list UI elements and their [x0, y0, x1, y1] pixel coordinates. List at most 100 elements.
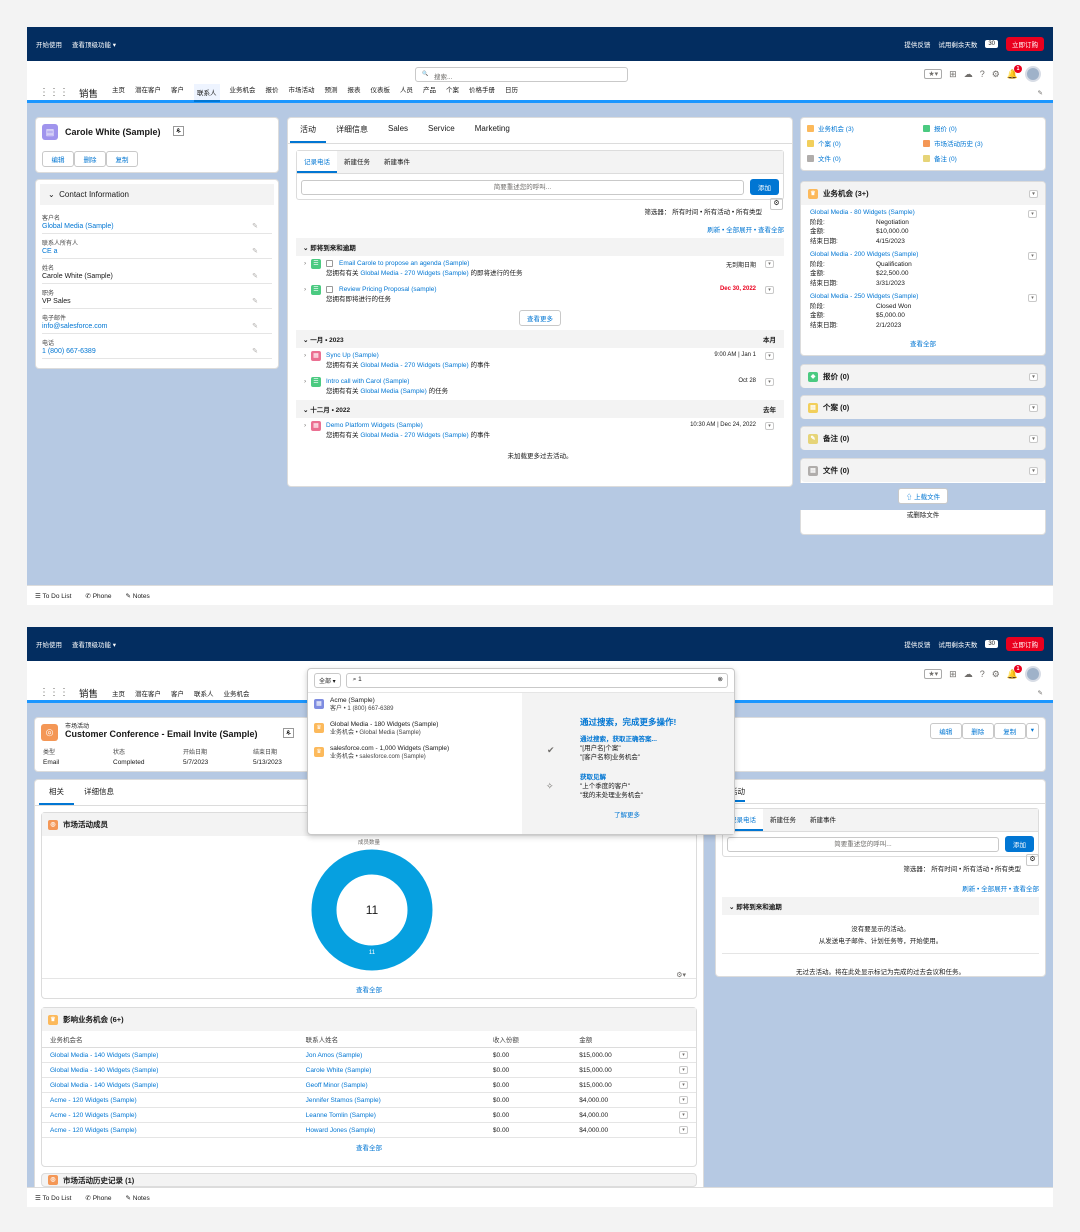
learn-more-link[interactable]: 了解更多: [614, 812, 640, 819]
bell-icon[interactable]: 🔔 1: [1007, 664, 1022, 680]
tab-0[interactable]: 活动: [290, 118, 326, 143]
related-card-menu[interactable]: ▾: [1029, 403, 1038, 412]
chevron-right-icon[interactable]: ›: [304, 378, 307, 385]
cloud-icon[interactable]: ☁: [963, 668, 973, 679]
activity-related-link[interactable]: Global Media (Sample): [360, 388, 427, 395]
activity-item[interactable]: › ☰ 无到期日期 ▾ Email Carole to propose an agend…: [296, 256, 784, 282]
opportunity-menu[interactable]: ▾: [1028, 294, 1037, 302]
table-cell[interactable]: Jennifer Stamos (Sample): [297, 1092, 485, 1108]
activity-related-link[interactable]: Global Media - 270 Widgets (Sample): [360, 432, 469, 439]
tab-3[interactable]: Service: [428, 124, 455, 133]
app-launcher-icon[interactable]: ⋮⋮⋮: [39, 87, 69, 98]
nav-item-14[interactable]: 日历: [505, 86, 519, 94]
tab-4[interactable]: Marketing: [474, 124, 510, 133]
field-value[interactable]: 1 (800) 667-6389: [42, 348, 96, 355]
avatar[interactable]: [1025, 66, 1041, 82]
column-header[interactable]: 联系人姓名: [297, 1031, 485, 1048]
table-cell[interactable]: Carole White (Sample): [297, 1062, 485, 1078]
activity-title[interactable]: Review Pricing Proposal (sample): [339, 286, 437, 293]
subtab-2[interactable]: 新建事件: [384, 159, 410, 166]
nav-item-4[interactable]: 业务机会: [223, 690, 250, 698]
search-input[interactable]: ⌕ 1 ⊗: [345, 673, 728, 688]
get-started-link[interactable]: 开始使用: [36, 642, 62, 649]
nav-item-3[interactable]: 联系人: [194, 690, 214, 698]
upload-files-button[interactable]: ⇧ 上载文件: [897, 488, 949, 504]
table-cell[interactable]: Geoff Minor (Sample): [297, 1077, 485, 1093]
buy-now-button[interactable]: 立即订购: [1006, 37, 1044, 51]
favorites-icon[interactable]: ★▾: [924, 669, 943, 679]
nav-item-11[interactable]: 产品: [423, 86, 437, 94]
advanced-features-menu[interactable]: 查看顶级功能 ▾: [72, 42, 117, 49]
add-icon[interactable]: ⊞: [949, 68, 957, 79]
activity-title[interactable]: Intro call with Carol (Sample): [326, 378, 410, 385]
search-result[interactable]: ▦ Acme (Sample) 客户 • 1 (800) 667-6389: [308, 693, 522, 717]
related-link-5[interactable]: 备注 (0): [934, 156, 957, 163]
feedback-link[interactable]: 提供反馈: [904, 642, 931, 649]
utility-item-2[interactable]: ✎ Notes: [125, 1194, 149, 1202]
edit-field-icon[interactable]: ✎: [252, 248, 258, 255]
app-launcher-icon[interactable]: ⋮⋮⋮: [39, 687, 69, 698]
activity-menu[interactable]: ▾: [765, 378, 774, 386]
nav-item-9[interactable]: 仪表板: [370, 86, 391, 94]
opportunity-name[interactable]: Global Media - 80 Widgets (Sample): [810, 209, 915, 216]
tab-1[interactable]: 详细信息: [84, 787, 114, 796]
subtab-1[interactable]: 新建任务: [344, 159, 370, 166]
activity-title[interactable]: Sync Up (Sample): [326, 352, 379, 359]
activity-related-link[interactable]: Global Media - 270 Widgets (Sample): [360, 270, 469, 277]
nav-item-0[interactable]: 主页: [112, 86, 126, 94]
add-call-button[interactable]: 添加: [1005, 836, 1034, 852]
edit-button[interactable]: 编辑: [929, 723, 962, 739]
utility-item-0[interactable]: ☰ To Do List: [35, 592, 71, 600]
opportunity-menu[interactable]: ▾: [1028, 210, 1037, 218]
nav-item-2[interactable]: 客户: [171, 690, 185, 698]
favorites-icon[interactable]: ★▾: [924, 69, 943, 79]
activity-item[interactable]: › ☰ Oct 28 ▾ Intro call with Carol (Sample) 您…: [296, 374, 784, 400]
nav-item-6[interactable]: 市场活动: [288, 86, 315, 94]
gear-icon[interactable]: ⚙: [991, 668, 1000, 679]
delete-button[interactable]: 删除: [961, 723, 994, 739]
edit-field-icon[interactable]: ✎: [252, 298, 258, 305]
tab-1[interactable]: 详细信息: [336, 125, 368, 134]
search-scope-select[interactable]: 全部 ▾: [314, 673, 341, 688]
edit-button[interactable]: 编辑: [42, 151, 74, 167]
add-icon[interactable]: ⊞: [949, 668, 957, 679]
nav-item-4[interactable]: 业务机会: [229, 86, 256, 94]
utility-item-2[interactable]: ✎ Notes: [125, 592, 149, 600]
nav-item-10[interactable]: 人员: [400, 86, 414, 94]
row-menu[interactable]: ▾: [679, 1126, 688, 1134]
activity-menu[interactable]: ▾: [765, 260, 774, 268]
subtab-0[interactable]: 记录电话: [297, 151, 337, 173]
row-menu[interactable]: ▾: [679, 1096, 688, 1104]
chevron-right-icon[interactable]: ›: [304, 352, 307, 359]
nav-item-13[interactable]: 价格手册: [469, 86, 496, 94]
related-link-1[interactable]: 报价 (0): [934, 126, 957, 133]
advanced-features-menu[interactable]: 查看顶级功能 ▾: [72, 642, 117, 649]
opportunity-menu[interactable]: ▾: [1028, 252, 1037, 260]
gear-icon[interactable]: ⚙: [991, 68, 1000, 79]
members-view-all[interactable]: 查看全部: [42, 978, 696, 994]
filter-gear-icon[interactable]: ⚙: [1026, 854, 1039, 866]
month-jan-section[interactable]: ⌄ 一月 • 2023 本月: [296, 330, 784, 348]
nav-item-5[interactable]: 报价: [265, 86, 279, 94]
edit-field-icon[interactable]: ✎: [252, 223, 258, 230]
opportunity-name[interactable]: Global Media - 200 Widgets (Sample): [810, 251, 919, 258]
utility-item-1[interactable]: ✆ Phone: [85, 1194, 111, 1202]
nav-item-1[interactable]: 潜在客户: [135, 86, 162, 94]
row-menu[interactable]: ▾: [679, 1066, 688, 1074]
field-value[interactable]: Global Media (Sample): [42, 223, 114, 230]
edit-field-icon[interactable]: ✎: [252, 323, 258, 330]
month-dec-section[interactable]: ⌄ 十二月 • 2022 去年: [296, 400, 784, 418]
help-icon[interactable]: ?: [979, 69, 985, 79]
add-call-button[interactable]: 添加: [750, 179, 779, 195]
subtab-1[interactable]: 新建任务: [770, 817, 796, 824]
nav-item-8[interactable]: 报表: [347, 86, 361, 94]
chevron-right-icon[interactable]: ›: [304, 260, 307, 267]
global-search-input[interactable]: 搜索...: [415, 67, 628, 82]
upcoming-section[interactable]: ⌄ 即将到来和逾期: [722, 897, 1039, 915]
subtab-2[interactable]: 新建事件: [810, 817, 836, 824]
row-menu[interactable]: ▾: [679, 1081, 688, 1089]
hierarchy-icon[interactable]: ዹ: [283, 728, 295, 738]
column-header[interactable]: 业务机会名: [42, 1031, 298, 1048]
log-call-input[interactable]: 简要重述您的呼叫...: [301, 179, 744, 195]
related-link-0[interactable]: 业务机会 (3): [818, 126, 854, 133]
